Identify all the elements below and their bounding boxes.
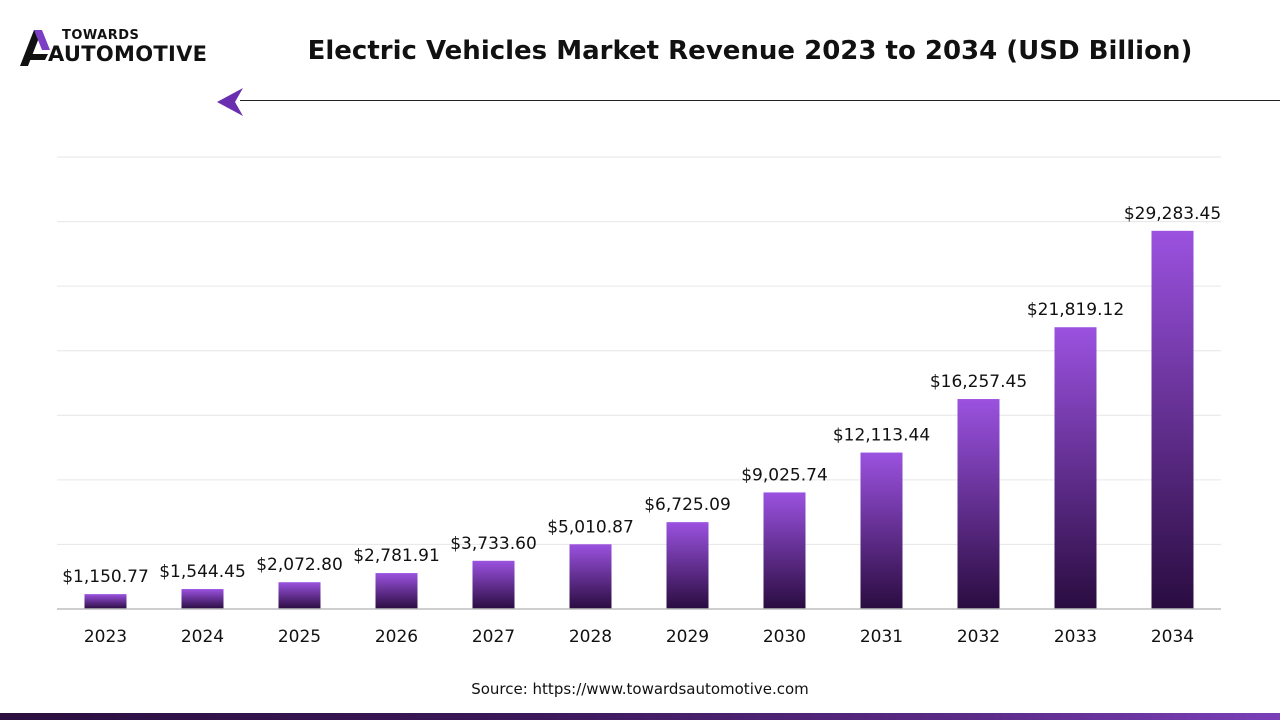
bar-2027 [472,560,515,609]
footer-bar [0,713,1280,720]
value-label-2034: $29,283.45 [1124,204,1221,224]
value-label-2033: $21,819.12 [1027,300,1124,320]
x-tick-label-2032: 2032 [957,627,1000,647]
x-tick-label-2031: 2031 [860,627,903,647]
value-labels: $1,150.77 $1,544.45 $2,072.80 $2,781.91 $3,7… [62,204,1221,587]
x-tick-label-2025: 2025 [278,627,321,647]
x-tick-label-2027: 2027 [472,627,515,647]
value-label-2031: $12,113.44 [833,426,930,446]
gridlines [57,156,1221,545]
bar-2029 [666,522,709,609]
logo-bottom-text: AUTOMOTIVE [48,42,208,66]
bar-2034 [1151,230,1194,609]
bar-2028 [569,544,612,609]
value-label-2023: $1,150.77 [62,567,149,587]
x-tick-label-2033: 2033 [1054,627,1097,647]
x-tick-label-2023: 2023 [84,627,127,647]
value-label-2030: $9,025.74 [741,465,828,485]
x-tick-label-2030: 2030 [763,627,806,647]
x-tick-label-2024: 2024 [181,627,224,647]
bar-2025 [278,582,321,609]
value-label-2028: $5,010.87 [547,517,634,537]
bar-2031 [860,452,903,609]
bars [84,230,1194,609]
brand-logo: TOWARDS AUTOMOTIVE [18,26,228,72]
value-label-2025: $2,072.80 [256,555,343,575]
x-tick-label-2029: 2029 [666,627,709,647]
logo-mark-icon [20,30,50,66]
value-label-2027: $3,733.60 [450,534,537,554]
source-note: Source: https://www.towardsautomotive.co… [471,680,809,698]
chart-title: Electric Vehicles Market Revenue 2023 to… [307,36,1193,66]
bar-2026 [375,573,418,609]
x-tick-label-2034: 2034 [1151,627,1194,647]
bar-2023 [84,594,127,609]
value-label-2024: $1,544.45 [159,562,246,582]
bar-2033 [1054,327,1097,609]
bar-chart: $1,150.77 $1,544.45 $2,072.80 $2,781.91 $3,7… [57,156,1221,647]
value-label-2029: $6,725.09 [644,495,731,515]
x-axis-ticks: 2023 2024 2025 2026 2027 2028 2029 2030 2031 2032… [84,627,1194,647]
x-tick-label-2028: 2028 [569,627,612,647]
logo-top-text: TOWARDS [62,28,140,43]
value-label-2032: $16,257.45 [930,372,1027,392]
value-label-2026: $2,781.91 [353,546,440,566]
bar-2032 [957,399,1000,609]
x-tick-label-2026: 2026 [375,627,418,647]
bar-2024 [181,589,224,609]
header-divider [240,100,1280,101]
bar-2030 [763,492,806,609]
back-arrow-icon [217,88,243,116]
